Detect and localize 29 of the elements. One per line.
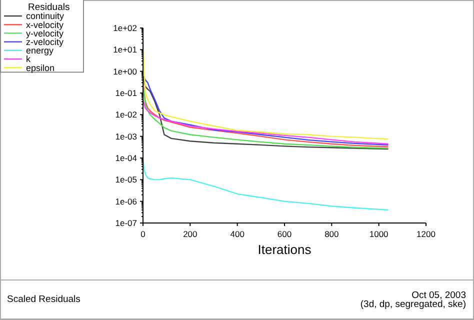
y-tick-label: 1e-06 (115, 196, 138, 206)
text: Oct 05, 2003 (412, 290, 466, 301)
x-tick-label: 1000 (369, 229, 389, 239)
legend-label: x-velocity (26, 20, 64, 30)
legend-label: k (26, 54, 31, 64)
x-tick-label: 200 (183, 229, 198, 239)
y-tick-label: 1e-02 (115, 110, 138, 120)
y-tick-label: 1e+00 (113, 66, 138, 76)
x-tick-label: 400 (230, 229, 245, 239)
legend-label: continuity (26, 11, 65, 22)
line-series (142, 157, 389, 211)
legend-title: Residuals (28, 2, 70, 13)
x-axis-title: Iterations (258, 242, 312, 257)
y-tick-label: 1e+01 (113, 44, 138, 55)
y-tick-label: 1e-04 (115, 152, 138, 163)
text: Scaled Residuals (7, 294, 81, 305)
y-tick-label: 1e-01 (115, 88, 138, 98)
line-series (142, 98, 389, 144)
legend-label: epsilon (26, 62, 55, 73)
y-tick-label: 1e-03 (115, 131, 138, 142)
x-tick-label: 600 (277, 229, 292, 239)
legend-label: energy (26, 46, 54, 56)
y-tick-label: 1e-05 (115, 174, 138, 185)
x-tick-label: 800 (324, 229, 340, 239)
y-tick-label: 1e+02 (113, 22, 138, 33)
y-tick-label: 1e-07 (115, 218, 138, 228)
x-tick-label: 0 (140, 229, 146, 239)
x-tick-label: 1200 (416, 229, 436, 239)
text: (3d, dp, segregated, ske) (360, 299, 466, 310)
